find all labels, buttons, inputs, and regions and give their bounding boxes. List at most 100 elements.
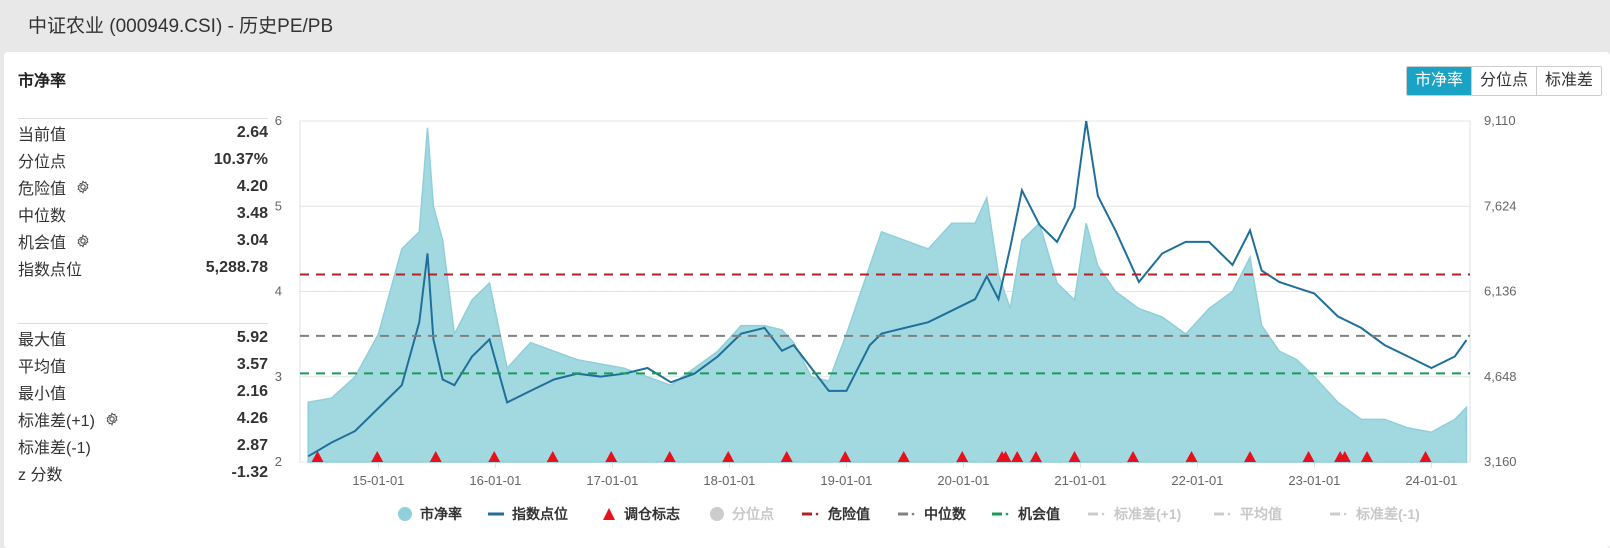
card-title: 市净率 (18, 73, 67, 90)
stat-row-median: 中位数 3.48 (18, 200, 268, 227)
rebalance-marker[interactable] (1127, 451, 1140, 462)
rebalance-marker[interactable] (1361, 451, 1374, 462)
stat-value: 5,288.78 (205, 258, 268, 276)
legend-label: 机会值 (1018, 506, 1060, 522)
y-left-tick: 3 (275, 369, 282, 384)
legend-item[interactable]: 危险值 (802, 504, 870, 524)
stat-label: 机会值 (18, 234, 67, 252)
stat-label: 指数点位 (18, 261, 83, 279)
x-tick-label: 22-01-01 (1171, 473, 1223, 488)
stat-row-percentile: 分位点 10.37% (18, 146, 268, 173)
rebalance-marker[interactable] (722, 451, 735, 462)
dash-icon (898, 512, 915, 516)
y-left-tick: 2 (275, 454, 282, 469)
tab-percentile[interactable]: 分位点 (1470, 67, 1536, 95)
circle-icon (398, 507, 412, 521)
tab-pb[interactable]: 市净率 (1406, 67, 1471, 95)
x-tick-label: 24-01-01 (1405, 473, 1457, 488)
legend-item[interactable]: 市净率 (398, 504, 462, 524)
stat-value: 2.87 (236, 436, 268, 454)
metric-tabs: 市净率 分位点 标准差 (1405, 66, 1602, 96)
title-bar: 中证农业 (000949.CSI) - 历史PE/PB (0, 0, 1610, 50)
rebalance-marker[interactable] (663, 451, 676, 462)
rebalance-marker[interactable] (1029, 451, 1042, 462)
y-left-tick: 5 (275, 198, 282, 213)
y-left-tick: 4 (275, 284, 282, 299)
stat-row-opportunity: 机会值 3.04 (18, 227, 268, 254)
legend-item[interactable]: 中位数 (898, 504, 966, 524)
stat-value: 2.64 (236, 123, 268, 141)
stat-value: 5.92 (236, 328, 268, 346)
rebalance-marker[interactable] (780, 451, 793, 462)
legend-item[interactable]: 机会值 (992, 504, 1060, 524)
rebalance-marker[interactable] (897, 451, 910, 462)
rebalance-marker[interactable] (605, 451, 618, 462)
rebalance-marker[interactable] (311, 451, 324, 462)
rebalance-marker[interactable] (1244, 451, 1257, 462)
legend-item[interactable]: 调仓标志 (602, 504, 680, 524)
rebalance-marker[interactable] (1011, 451, 1024, 462)
stat-value: 2.16 (236, 382, 268, 400)
pb-chart[interactable]: 2 3,160 3 4,648 4 6,136 5 7,624 6 9,110 15-01-01 16… (4, 52, 1610, 502)
stat-value: 4.20 (236, 177, 268, 195)
rebalance-marker[interactable] (429, 451, 442, 462)
rebalance-marker[interactable] (488, 451, 501, 462)
stat-row-min: 最小值 2.16 (18, 378, 268, 405)
rebalance-marker[interactable] (999, 451, 1012, 462)
stat-value: 4.26 (236, 409, 268, 427)
index-line (307, 120, 1468, 458)
triangle-icon (603, 508, 615, 520)
legend-label: 指数点位 (512, 506, 568, 522)
stat-label: 中位数 (18, 207, 67, 225)
tab-stddev[interactable]: 标准差 (1535, 67, 1601, 95)
y-right-tick: 4,648 (1484, 369, 1517, 384)
legend-item[interactable]: 标准差(+1) (1088, 504, 1181, 524)
stat-row-std-minus: 标准差(-1) 2.87 (18, 432, 268, 459)
rebalance-marker[interactable] (371, 451, 384, 462)
chart-legend: 市净率 指数点位 调仓标志 分位点 危险值 中位数 机会值 标准差(+1) 平均值 标准差(-1) (4, 504, 1610, 524)
rebalance-marker[interactable] (1338, 451, 1351, 462)
rebalance-marker[interactable] (546, 451, 559, 462)
stat-row-std-plus: 标准差(+1) 4.26 (18, 405, 268, 432)
x-tick-label: 21-01-01 (1054, 473, 1106, 488)
stat-value: 3.48 (236, 204, 268, 222)
stat-value: 3.57 (236, 355, 268, 373)
gear-icon[interactable] (76, 233, 90, 248)
page-title: 中证农业 (000949.CSI) - 历史PE/PB (28, 16, 334, 37)
rebalance-marker[interactable] (1068, 451, 1081, 462)
legend-label: 危险值 (828, 506, 870, 522)
legend-label: 中位数 (924, 506, 966, 522)
stat-label: 危险值 (18, 180, 67, 198)
legend-label: 调仓标志 (624, 506, 680, 522)
circle-icon (710, 507, 724, 521)
legend-item[interactable]: 指数点位 (488, 504, 568, 524)
rebalance-marker[interactable] (1419, 451, 1432, 462)
stat-label: 当前值 (18, 126, 67, 144)
stat-row-zscore: z 分数 -1.32 (18, 459, 268, 486)
x-tick-label: 23-01-01 (1288, 473, 1340, 488)
dash-icon (992, 512, 1009, 516)
stat-value: 3.04 (236, 231, 268, 249)
x-tick-label: 15-01-01 (352, 473, 404, 488)
stat-label: 标准差(-1) (18, 439, 91, 457)
y-right-tick: 9,110 (1484, 113, 1516, 128)
rebalance-marker[interactable] (1302, 451, 1315, 462)
stat-value: 10.37% (213, 150, 268, 168)
x-tick-label: 17-01-01 (586, 473, 638, 488)
x-tick-label: 18-01-01 (703, 473, 755, 488)
rebalance-marker[interactable] (839, 451, 852, 462)
pb-area (307, 127, 1468, 463)
legend-item[interactable]: 平均值 (1214, 504, 1282, 524)
line-icon (488, 512, 504, 516)
gear-icon[interactable] (105, 411, 119, 426)
stat-label: z 分数 (18, 466, 63, 484)
stat-row-mean: 平均值 3.57 (18, 351, 268, 378)
rebalance-marker[interactable] (1185, 451, 1198, 462)
rebalance-marker[interactable] (956, 451, 969, 462)
gear-icon[interactable] (76, 179, 90, 194)
legend-item[interactable]: 分位点 (710, 504, 774, 524)
legend-item[interactable]: 标准差(-1) (1330, 504, 1420, 524)
y-right-tick: 7,624 (1484, 198, 1517, 213)
x-tick-label: 16-01-01 (469, 473, 521, 488)
stat-row-max: 最大值 5.92 (18, 324, 268, 351)
